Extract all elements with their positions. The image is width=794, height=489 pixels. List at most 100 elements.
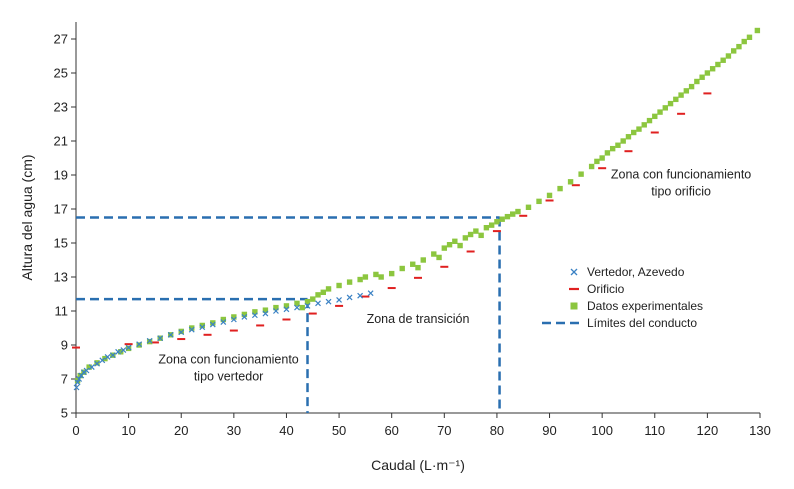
vertedor-point [73,384,80,391]
experimental-point [699,74,705,80]
experimental-point [620,138,626,144]
experimental-point [283,303,290,309]
experimental-point [189,325,195,331]
experimental-point [294,300,300,307]
vertedor-point [220,319,227,325]
experimental-point [578,171,584,177]
experimental-point [510,211,516,217]
zone-annotation: Zona de transición [367,312,470,326]
vertedor-point [283,306,290,313]
x-tick-label: 20 [174,423,188,438]
zone-annotation: Zona con funcionamiento [158,353,298,367]
y-tick-label: 11 [55,304,69,319]
x-tick-label: 90 [542,423,556,438]
experimental-point [609,145,616,152]
experimental-point [657,109,663,115]
experimental-point [641,122,647,128]
experimental-point [199,322,205,329]
vertedor-point [188,326,195,333]
experimental-point [336,282,342,289]
vertedor-point [199,324,206,331]
vertedor-point [241,314,248,320]
vertedor-point [325,298,332,305]
y-tick-label: 7 [61,372,68,387]
experimental-point [102,355,108,362]
experimental-point [415,264,421,271]
experimental-point [730,48,737,54]
vertedor-point [315,300,321,307]
legend-item: Límites del conducto [542,316,697,330]
zone-annotation: tipo orificio [651,184,711,198]
x-tick-label: 0 [72,423,79,438]
experimental-point [452,238,458,244]
experimental-point [536,198,542,205]
experimental-point [273,304,279,311]
experimental-point [720,57,726,63]
vertedor-point [230,316,237,323]
x-tick-label: 30 [227,423,241,438]
experimental-point [483,225,490,231]
experimental-point [304,298,311,305]
vertedor-point [336,297,343,303]
experimental-point [231,314,237,320]
experimental-point [320,289,326,295]
experimental-point [525,204,532,210]
experimental-point [388,270,395,277]
x-tick-label: 120 [697,423,719,438]
y-tick-label: 27 [54,32,68,47]
experimental-point [715,61,721,68]
experimental-point [667,100,674,107]
experimental-point [262,307,269,313]
vertedor-point [88,364,95,371]
experimental-point [678,92,684,98]
experimental-point [567,179,574,185]
experimental-point [515,208,521,215]
x-tick-label: 60 [384,423,398,438]
vertedor-point [357,292,364,299]
experimental-point [588,163,595,170]
vertedor-point [346,294,353,301]
legend: Vertedor, Azevedo Orificio Datos experimen… [542,265,703,330]
experimental-point [86,364,92,370]
x-tick-label: 130 [749,423,771,438]
experimental-point [220,316,227,323]
vertedor-point [125,344,132,351]
axes: 0 10 20 30 40 50 60 70 80 90 100 110 120 130 5 7 9 11 13 15… [54,22,771,438]
experimental-point [504,213,511,220]
experimental-point [94,360,100,366]
x-tick-label: 70 [437,423,451,438]
series-layer [72,27,761,413]
vertedor-point [251,312,258,319]
experimental-point [310,296,316,302]
experimental-point [736,43,742,50]
y-tick-label: 13 [54,270,68,285]
legend-label: Datos experimentales [587,299,703,313]
vertedor-point [94,360,100,367]
experimental-point [357,276,363,283]
experimental-point [546,192,553,199]
zone-annotation: tipo vertedor [194,370,263,384]
legend-marker-square [570,302,578,310]
legend-marker-x [570,268,578,276]
x-tick-label: 110 [644,423,665,438]
experimental-point [688,83,695,90]
experimental-point [467,231,474,238]
experimental-point [754,27,761,34]
experimental-point [631,129,637,136]
vertedor-point [109,352,116,359]
experimental-point [478,232,484,239]
vertedor-point [262,310,269,317]
vertedor-point [99,357,106,364]
experimental-point [446,242,453,248]
legend-label: Límites del conducto [587,316,697,330]
experimental-point [673,96,679,103]
legend-item: Orificio [569,282,625,296]
vertedor-point [76,376,83,382]
experimental-point [599,155,605,161]
experimental-point [473,228,479,234]
experimental-point [325,286,332,292]
vertedor-point [146,337,153,344]
y-axis-title: Altura del agua (cm) [19,154,35,280]
experimental-point [373,271,379,278]
